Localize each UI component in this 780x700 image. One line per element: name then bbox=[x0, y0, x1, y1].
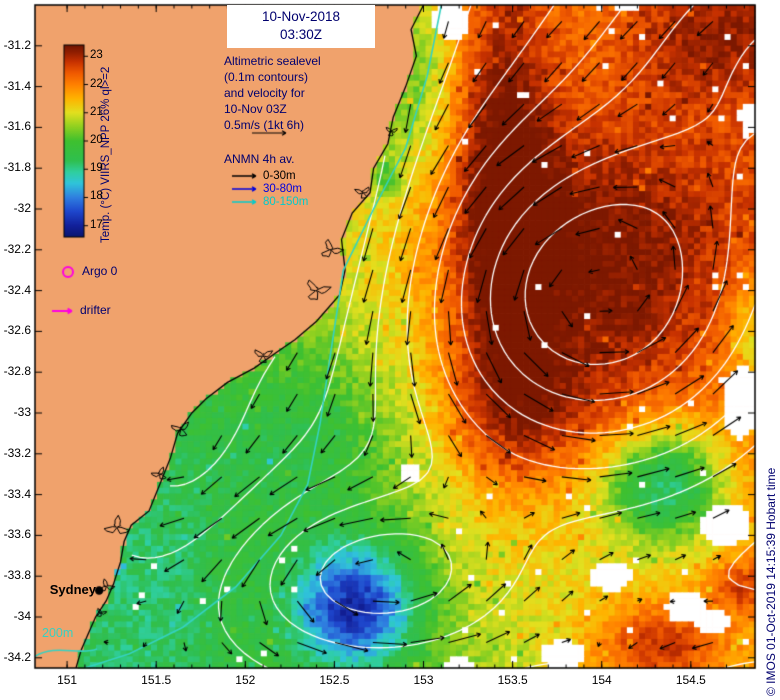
y-axis-tick-label: -33.6 bbox=[3, 527, 31, 542]
x-axis-tick-label: 151 bbox=[57, 673, 78, 687]
y-axis-tick-label: -31.2 bbox=[3, 37, 31, 52]
y-axis-tick-label: -31.4 bbox=[3, 78, 31, 93]
colorbar-tick-label: 20 bbox=[90, 134, 103, 146]
x-axis-tick-label: 153.5 bbox=[497, 673, 528, 687]
altimetric-note-line: (0.1m contours) bbox=[224, 70, 309, 84]
drifter-label: drifter bbox=[80, 303, 111, 317]
x-axis-tick-label: 152.5 bbox=[319, 673, 350, 687]
y-axis-tick-label: -32.2 bbox=[3, 241, 31, 256]
y-axis-tick-label: -33.2 bbox=[3, 445, 31, 460]
altimetric-note-line: and velocity for bbox=[224, 86, 305, 100]
y-axis-tick-label: -31.8 bbox=[3, 160, 31, 175]
colorbar-tick-label: 23 bbox=[90, 49, 103, 62]
date-box bbox=[227, 5, 375, 48]
x-axis-tick-label: 154.5 bbox=[675, 673, 706, 687]
colorbar-tick-label: 19 bbox=[90, 162, 103, 175]
y-axis-tick-label: -33.8 bbox=[3, 568, 31, 583]
anmn-legend-title: ANMN 4h av. bbox=[224, 152, 295, 166]
y-axis-tick-label: -32.4 bbox=[3, 282, 31, 297]
altimetric-note-line: 0.5m/s (1kt 6h) bbox=[224, 118, 305, 132]
y-axis-tick-label: -33.4 bbox=[3, 486, 31, 501]
y-axis-tick-label: -32 bbox=[13, 201, 31, 215]
colorbar-tick-label: 17 bbox=[90, 218, 103, 231]
date-label: 10-Nov-2018 bbox=[261, 9, 341, 24]
time-label: 03:30Z bbox=[279, 27, 323, 42]
anmn-depth-label-0-30m: 0-30m bbox=[263, 170, 296, 182]
x-axis-tick-label: 154 bbox=[591, 673, 612, 687]
colorbar-tick-label: 21 bbox=[90, 105, 103, 118]
colorbar-tick-label: 22 bbox=[90, 77, 103, 90]
altimetric-note-line: 10-Nov 03Z bbox=[224, 102, 287, 116]
sydney-label: Sydney bbox=[49, 582, 96, 597]
x-axis-tick-label: 153 bbox=[413, 673, 434, 687]
colorbar-title: Temp. (°C) VIIRS_NPP 26% ql>=2 bbox=[100, 66, 112, 243]
altimetric-note-line: Altimetric sealevel bbox=[224, 54, 321, 68]
y-axis-tick-label: -32.6 bbox=[3, 323, 31, 338]
isobath-200m-label: 200m bbox=[42, 626, 74, 640]
y-axis-tick-label: -34.2 bbox=[3, 649, 31, 664]
x-axis-tick-label: 152 bbox=[235, 673, 256, 687]
anmn-depth-label-80-150m: 80-150m bbox=[263, 196, 309, 208]
anmn-depth-label-30-80m: 30-80m bbox=[263, 183, 302, 195]
y-axis-tick-label: -31.6 bbox=[3, 119, 31, 134]
y-axis-tick-label: -34 bbox=[13, 609, 31, 623]
colorbar-tick-label: 18 bbox=[90, 190, 103, 203]
y-axis-tick-label: -32.8 bbox=[3, 364, 31, 379]
x-axis-tick-label: 151.5 bbox=[141, 673, 172, 687]
argo-label: Argo 0 bbox=[82, 264, 118, 278]
copyright-note: © IMOS 01-Oct-2019 14:15:39 Hobart time bbox=[764, 467, 778, 696]
y-axis-tick-label: -33 bbox=[13, 405, 31, 419]
